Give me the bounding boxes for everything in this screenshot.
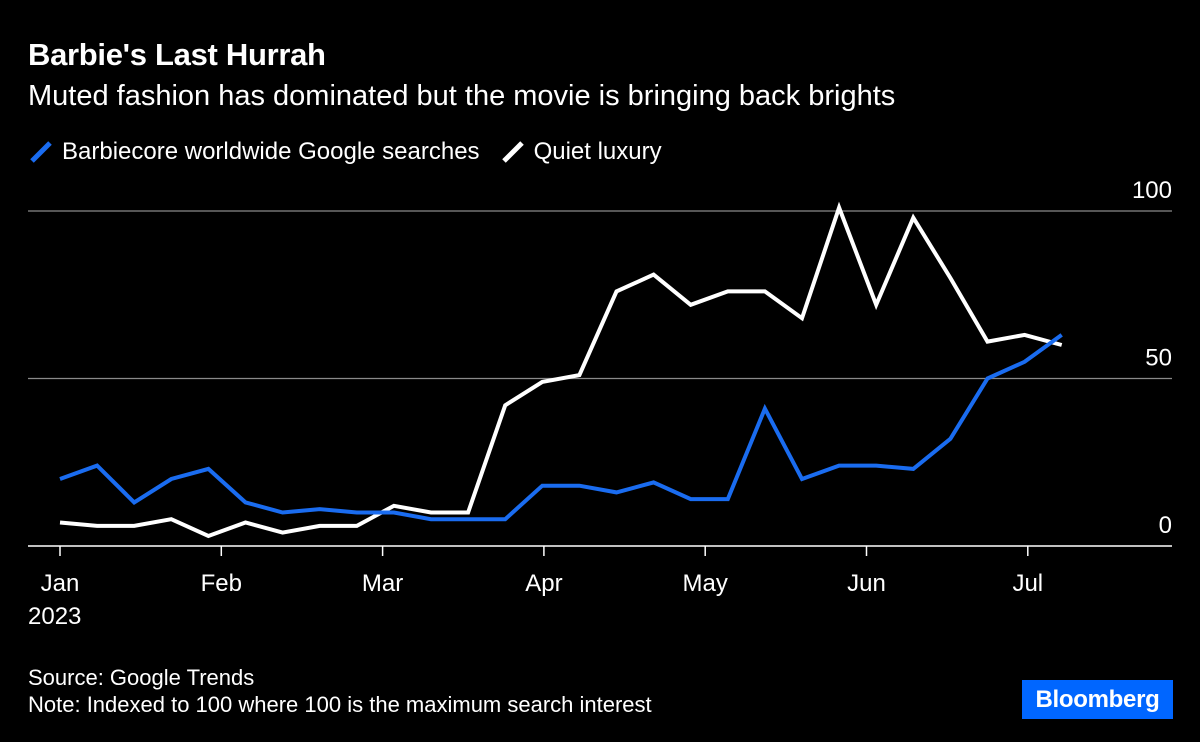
legend-swatch-quiet-luxury xyxy=(501,141,524,163)
chart-legend: Barbiecore worldwide Google searches Qui… xyxy=(28,138,682,166)
chart-footer: Source: Google Trends Note: Indexed to 1… xyxy=(28,664,652,718)
y-tick-label-0: 0 xyxy=(1159,512,1172,539)
legend-label-quiet-luxury: Quiet luxury xyxy=(533,138,662,165)
x-tick-label-apr: Apr xyxy=(525,570,562,597)
x-tick-label-jul: Jul xyxy=(1012,570,1043,597)
series-line-barbiecore-worldwide-google-searches xyxy=(59,333,1063,522)
y-tick-label-100: 100 xyxy=(1132,177,1172,204)
legend-item-quiet-luxury: Quiet luxury xyxy=(500,138,662,166)
x-tick-label-jun: Jun xyxy=(847,570,886,597)
legend-swatch-barbiecore xyxy=(30,141,52,163)
x-tick-label-mar: Mar xyxy=(362,570,403,597)
chart-subtitle: Muted fashion has dominated but the movi… xyxy=(28,80,896,112)
x-tick-label-jan: Jan xyxy=(41,570,80,597)
x-year-label: 2023 xyxy=(28,603,81,630)
legend-label-barbiecore: Barbiecore worldwide Google searches xyxy=(62,138,480,165)
bloomberg-logo: Bloomberg xyxy=(1022,680,1173,719)
legend-item-barbiecore: Barbiecore worldwide Google searches xyxy=(28,138,480,166)
y-tick-label-50: 50 xyxy=(1145,345,1172,372)
chart-title: Barbie's Last Hurrah xyxy=(28,37,326,72)
x-tick-label-may: May xyxy=(683,570,728,597)
source-note: Source: Google Trends xyxy=(28,665,255,690)
series-line-quiet-luxury xyxy=(59,201,1063,539)
x-tick-label-feb: Feb xyxy=(201,570,242,597)
index-note: Note: Indexed to 100 where 100 is the ma… xyxy=(28,692,652,717)
